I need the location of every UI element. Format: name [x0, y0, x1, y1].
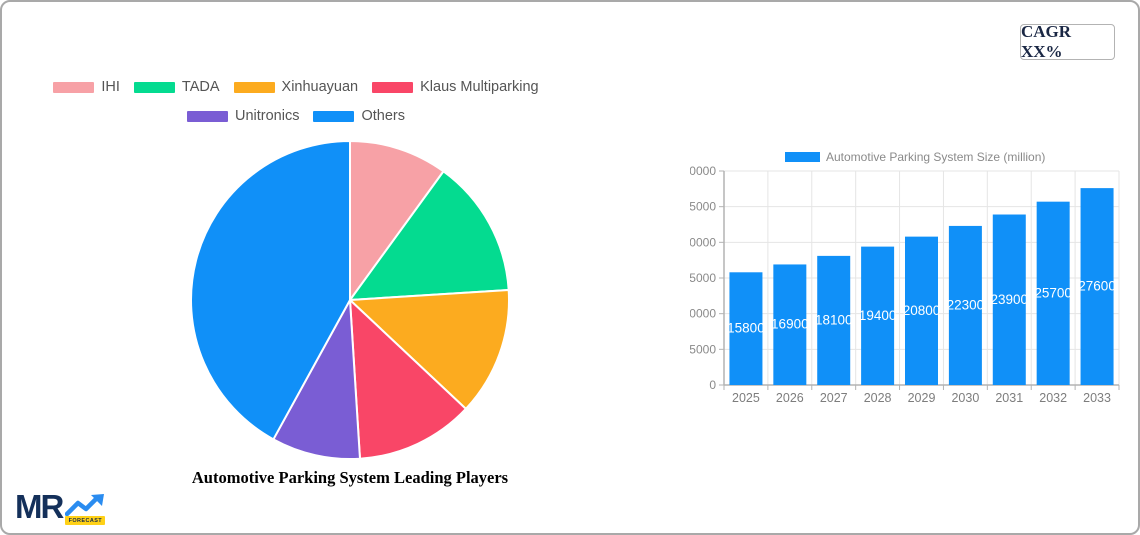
pie-legend-item-klaus-multiparking: Klaus Multiparking	[372, 79, 539, 95]
legend-swatch	[785, 152, 820, 162]
bar-2033	[1080, 188, 1114, 385]
x-tick-label: 2031	[995, 391, 1023, 405]
logo-art: FORECAST	[65, 493, 106, 525]
pie-chart-title: Automotive Parking System Leading Player…	[191, 468, 509, 487]
legend-swatch	[187, 110, 228, 122]
legend-swatch	[133, 81, 175, 93]
pie-slice-xinhuayuan	[349, 289, 511, 410]
bar-2030	[948, 225, 982, 385]
mr-forecast-logo: MR FORECAST	[15, 488, 106, 525]
bar-2031	[992, 214, 1026, 385]
pie-legend-item-others: Others	[313, 108, 405, 124]
legend-label: Unitronics	[235, 108, 300, 124]
bar-value-label: 22300	[947, 297, 985, 312]
pie-slice-klaus-multiparking	[349, 299, 467, 460]
x-tick-label: 2033	[1083, 391, 1111, 405]
x-tick-label: 2027	[820, 391, 848, 405]
pie-slice-tada	[349, 170, 510, 301]
bar-value-label: 25700	[1034, 285, 1072, 300]
bar-value-label: 27600	[1078, 279, 1116, 294]
y-tick-label: 5000	[690, 342, 716, 356]
bar-2029	[905, 236, 938, 385]
y-tick-label: 0	[709, 378, 716, 392]
pie-slice-unitronics	[272, 299, 361, 461]
x-tick-label: 2028	[864, 391, 892, 405]
pie-legend-item-tada: TADA	[133, 79, 220, 95]
y-tick-label: 20000	[690, 235, 716, 249]
pie-slice-others	[190, 140, 351, 441]
bar-value-label: 23900	[991, 292, 1029, 307]
pie-chart-svg	[190, 140, 511, 461]
pie-legend-item-ihi: IHI	[53, 79, 120, 95]
legend-label: Automotive Parking System Size (million)	[826, 150, 1046, 164]
pie-chart	[188, 138, 512, 462]
legend-label: Xinhuayuan	[281, 79, 359, 95]
logo-text: MR	[15, 488, 64, 525]
bar-value-label: 15800	[727, 321, 765, 336]
pie-slice-ihi	[349, 140, 445, 301]
pie-legend-item-unitronics: Unitronics	[187, 108, 299, 124]
x-tick-label: 2025	[732, 391, 760, 405]
bar-value-label: 18100	[815, 312, 853, 327]
bar-value-label: 19400	[859, 308, 897, 323]
bar-2025	[729, 272, 763, 385]
legend-label: TADA	[181, 79, 220, 95]
legend-swatch	[313, 110, 355, 122]
cagr-label: CAGR XX%	[1021, 22, 1072, 61]
x-tick-label: 2032	[1039, 391, 1067, 405]
cagr-badge: CAGR XX%	[1020, 22, 1115, 61]
y-tick-label: 15000	[690, 271, 716, 285]
trending-up-icon	[65, 494, 105, 517]
bar-2028	[861, 246, 895, 385]
bar-2032	[1036, 201, 1070, 385]
pie-legend-row-1: IHI TADA Xinhuayuan Klaus Multiparking	[53, 79, 539, 95]
bar-2027	[817, 255, 851, 385]
bar-chart-legend: Automotive Parking System Size (million)	[785, 150, 1045, 164]
pie-legend-row-2: Unitronics Others	[187, 108, 405, 124]
logo-badge: FORECAST	[65, 516, 106, 525]
y-tick-label: 30000	[690, 164, 716, 178]
bar-value-label: 20800	[903, 303, 941, 318]
legend-swatch	[53, 81, 95, 93]
legend-label: Others	[361, 108, 405, 124]
bar-2026	[773, 264, 807, 385]
legend-label: Klaus Multiparking	[420, 79, 539, 95]
x-tick-label: 2026	[776, 391, 804, 405]
legend-swatch	[233, 81, 275, 93]
y-tick-label: 25000	[690, 200, 716, 214]
pie-legend-item-xinhuayuan: Xinhuayuan	[233, 79, 359, 95]
bar-chart: 0 5000 10000 15000 20000 25000 30000 15800 2025 1…	[690, 144, 1138, 414]
x-tick-label: 2030	[951, 391, 979, 405]
legend-swatch	[372, 81, 414, 93]
bar-value-label: 16900	[771, 317, 809, 332]
bar-chart-svg: 0 5000 10000 15000 20000 25000 30000 15800 2025 1…	[690, 164, 1120, 405]
y-tick-label: 10000	[690, 307, 716, 321]
x-tick-label: 2029	[908, 391, 936, 405]
legend-label: IHI	[101, 79, 120, 95]
pie-legend: IHI TADA Xinhuayuan Klaus Multiparking Unit…	[22, 79, 570, 124]
